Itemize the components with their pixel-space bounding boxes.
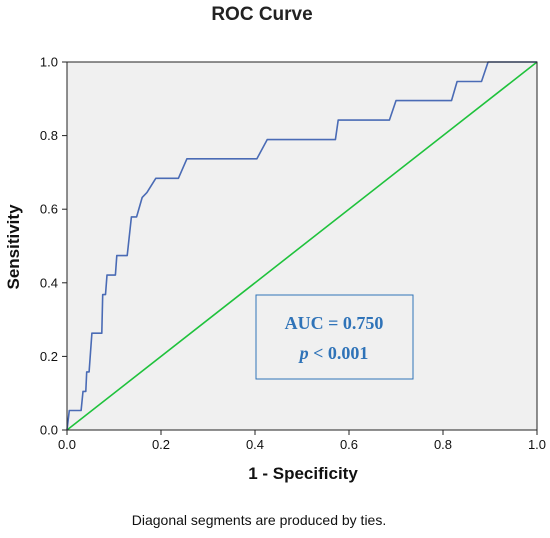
roc-curve-line (66, 61, 537, 431)
p-value-text: < 0.001 (309, 343, 369, 363)
footnote: Diagonal segments are produced by ties. (132, 512, 386, 528)
y-tick-label: 0.4 (40, 275, 58, 290)
y-tick-label: 0.6 (40, 202, 58, 217)
y-axis-label: Sensitivity (4, 204, 23, 290)
x-tick-label: 0.4 (246, 437, 264, 452)
p-value-label: p < 0.001 (298, 343, 369, 363)
auc-value-label: AUC = 0.750 (285, 313, 384, 333)
reference-diagonal-line (66, 61, 538, 431)
auc-annotation-border (255, 294, 414, 380)
chart-title: ROC Curve (211, 4, 312, 25)
x-tick-label: 1.0 (528, 437, 546, 452)
y-tick-label: 0.0 (40, 423, 58, 438)
x-axis-label: 1 - Specificity (248, 464, 358, 483)
x-tick-label: 0.6 (340, 437, 358, 452)
plot-frame (66, 61, 538, 431)
y-tick-label: 0.2 (40, 349, 58, 364)
p-symbol: p (298, 343, 309, 363)
x-tick-label: 0.8 (434, 437, 452, 452)
x-tick-label: 0.0 (58, 437, 76, 452)
x-tick-label: 0.2 (152, 437, 170, 452)
y-tick-label: 1.0 (40, 55, 58, 70)
y-tick-label: 0.8 (40, 128, 58, 143)
auc-annotation-box: AUC = 0.750 p < 0.001 (255, 294, 414, 380)
